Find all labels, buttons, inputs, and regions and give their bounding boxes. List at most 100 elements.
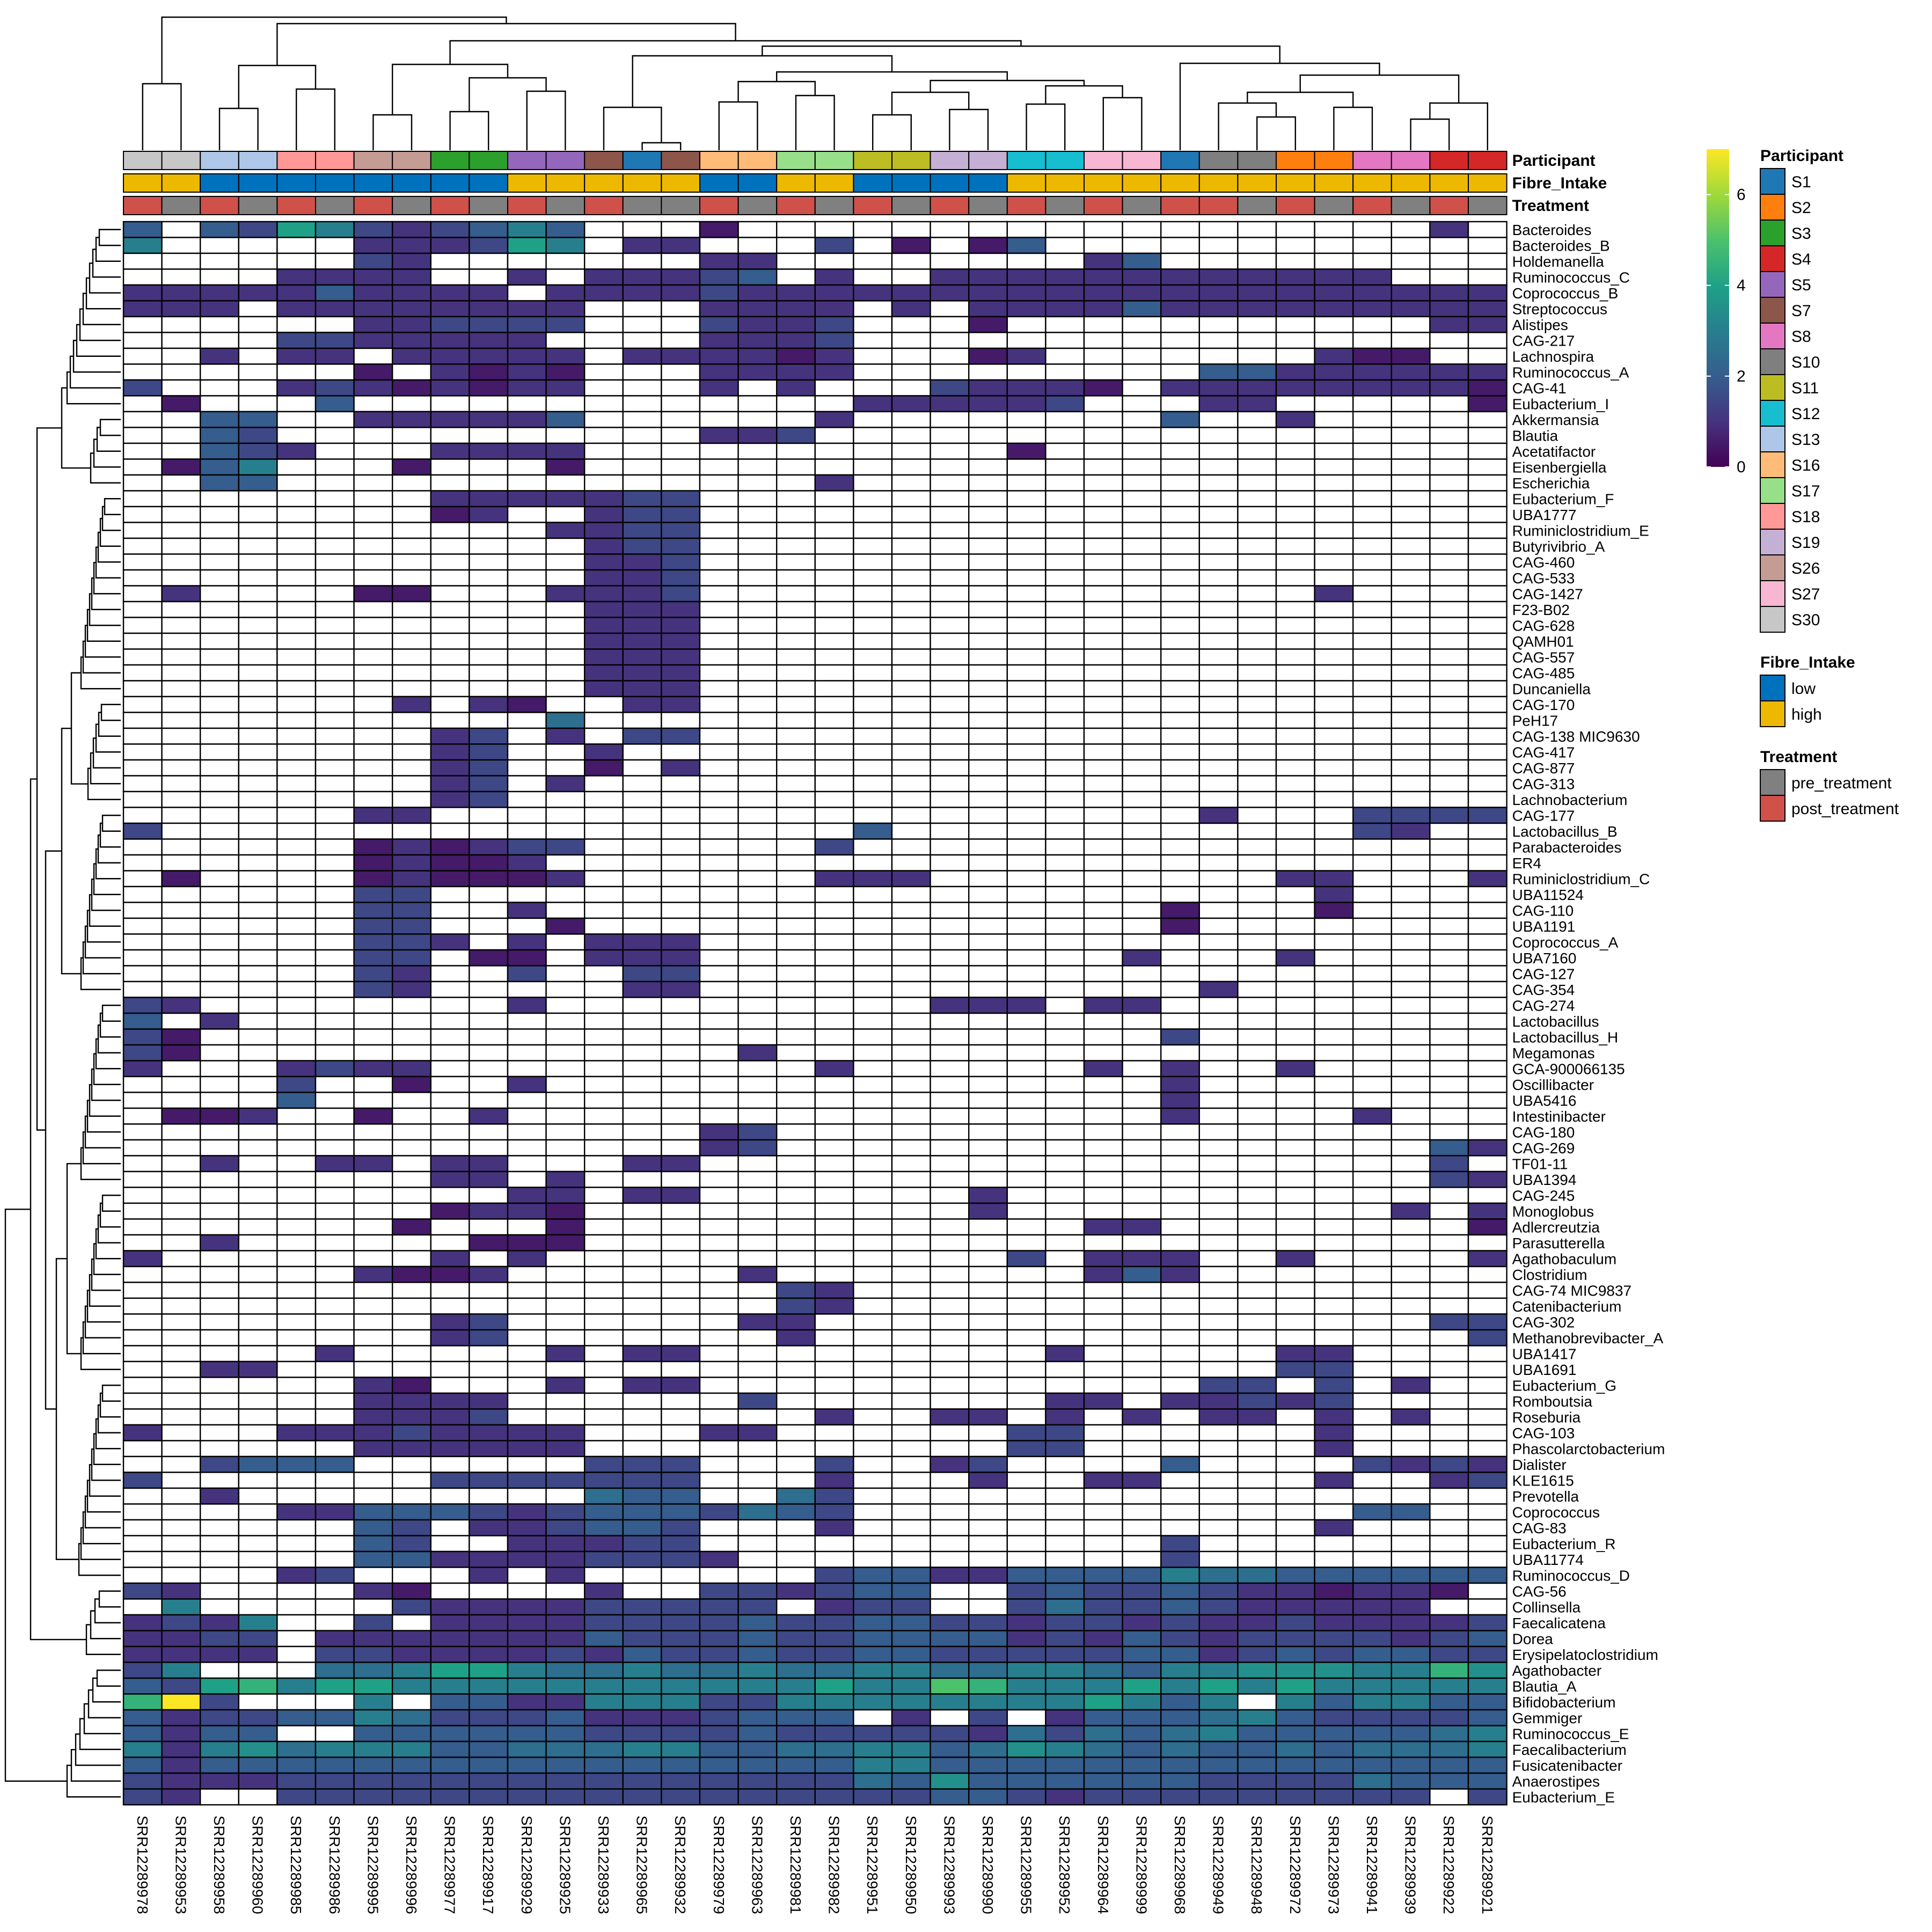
heatmap-cell [238, 1234, 278, 1252]
heatmap-cell [1352, 885, 1392, 903]
heatmap-cell [200, 1567, 240, 1584]
heatmap-cell [430, 933, 470, 951]
heatmap-cell [1314, 1503, 1354, 1521]
heatmap-cell [1083, 1250, 1123, 1268]
heatmap-cell [891, 1472, 931, 1489]
heatmap-cell [1429, 1503, 1469, 1521]
heatmap-cell [238, 1377, 278, 1394]
heatmap-cell [775, 1788, 816, 1806]
heatmap-cell [891, 1107, 931, 1125]
heatmap-cell [1467, 284, 1507, 302]
heatmap-cell [968, 775, 1008, 793]
heatmap-cell [200, 1535, 240, 1553]
heatmap-cell [238, 1297, 278, 1315]
heatmap-cell [891, 791, 931, 808]
heatmap-cell [161, 1345, 201, 1363]
column-label: SRR12289981 [787, 1816, 804, 1914]
heatmap-cell [1083, 870, 1123, 888]
heatmap-cell [1314, 221, 1354, 238]
heatmap-cell [775, 1535, 816, 1553]
heatmap-cell [1122, 1788, 1162, 1806]
heatmap-cell [353, 585, 393, 603]
heatmap-cell [1122, 1139, 1162, 1157]
heatmap-cell [122, 1202, 163, 1220]
heatmap-cell [1237, 1297, 1277, 1315]
heatmap-cell [238, 885, 278, 903]
heatmap-cell [1237, 712, 1277, 729]
heatmap-cell [392, 474, 432, 492]
heatmap-cell [737, 1408, 778, 1426]
heatmap-cell [775, 696, 816, 713]
heatmap-cell [891, 379, 931, 397]
heatmap-cell [353, 1187, 393, 1204]
heatmap-cell [1467, 997, 1507, 1014]
heatmap-cell [1275, 1630, 1315, 1648]
heatmap-cell [1275, 1614, 1315, 1631]
heatmap-cell [238, 902, 278, 919]
row-label: CAG-41 [1512, 380, 1567, 397]
heatmap-cell [891, 1313, 931, 1331]
heatmap-cell [1314, 1107, 1354, 1125]
heatmap-cell [161, 1297, 201, 1315]
heatmap-cell [276, 1392, 317, 1410]
heatmap-cell [238, 1503, 278, 1521]
heatmap-cell [853, 838, 893, 856]
heatmap-cell [1083, 427, 1123, 444]
heatmap-cell [699, 1740, 739, 1758]
heatmap-cell [469, 379, 509, 397]
heatmap-cell [1083, 791, 1123, 808]
heatmap-cell [238, 1250, 278, 1268]
heatmap-cell [699, 949, 739, 967]
column-label: SRR12289990 [979, 1816, 996, 1914]
heatmap-cell [1352, 1345, 1392, 1363]
heatmap-cell [430, 838, 470, 856]
heatmap-cell [1314, 854, 1354, 872]
heatmap-cell [968, 332, 1008, 349]
heatmap-cell [583, 1535, 624, 1553]
heatmap-cell [622, 1693, 662, 1711]
dendrogram-branch [70, 672, 88, 785]
heatmap-cell [1467, 949, 1507, 967]
heatmap-cell [1467, 885, 1507, 903]
heatmap-cell [1467, 1155, 1507, 1173]
heatmap-cell [968, 1234, 1008, 1252]
heatmap-cell [200, 316, 240, 333]
heatmap-cell [238, 838, 278, 856]
heatmap-cell [1391, 585, 1431, 603]
heatmap-cell [1083, 885, 1123, 903]
heatmap-cell [1429, 1075, 1469, 1093]
heatmap-cell [200, 569, 240, 587]
heatmap-cell [661, 791, 701, 808]
heatmap-cell [583, 490, 624, 508]
heatmap-cell [1352, 648, 1392, 666]
heatmap-cell [814, 1614, 854, 1631]
heatmap-cell [1237, 601, 1277, 618]
heatmap-cell [1198, 585, 1239, 603]
heatmap-cell [622, 1107, 662, 1125]
heatmap-cell [1314, 664, 1354, 682]
heatmap-cell [353, 965, 393, 983]
heatmap-cell [1391, 997, 1431, 1014]
heatmap-cell [238, 712, 278, 729]
annotation-cell [622, 196, 662, 215]
heatmap-cell [622, 1250, 662, 1268]
heatmap-cell [545, 949, 586, 967]
heatmap-cell [545, 997, 586, 1014]
heatmap-cell [1160, 838, 1200, 856]
heatmap-cell [276, 1725, 317, 1743]
heatmap-cell [1237, 1487, 1277, 1505]
heatmap-cell [1314, 1123, 1354, 1141]
heatmap-cell [1429, 506, 1469, 523]
heatmap-cell [661, 522, 701, 539]
heatmap-cell [814, 363, 854, 381]
heatmap-cell [1275, 1202, 1315, 1220]
heatmap-cell [469, 664, 509, 682]
heatmap-cell [1006, 822, 1046, 840]
heatmap-cell [1122, 474, 1162, 492]
heatmap-cell [891, 1282, 931, 1299]
dendrogram-branch [95, 848, 121, 880]
heatmap-cell [507, 759, 547, 777]
heatmap-cell [814, 506, 854, 523]
heatmap-cell [507, 1092, 547, 1109]
heatmap-cell [699, 411, 739, 428]
